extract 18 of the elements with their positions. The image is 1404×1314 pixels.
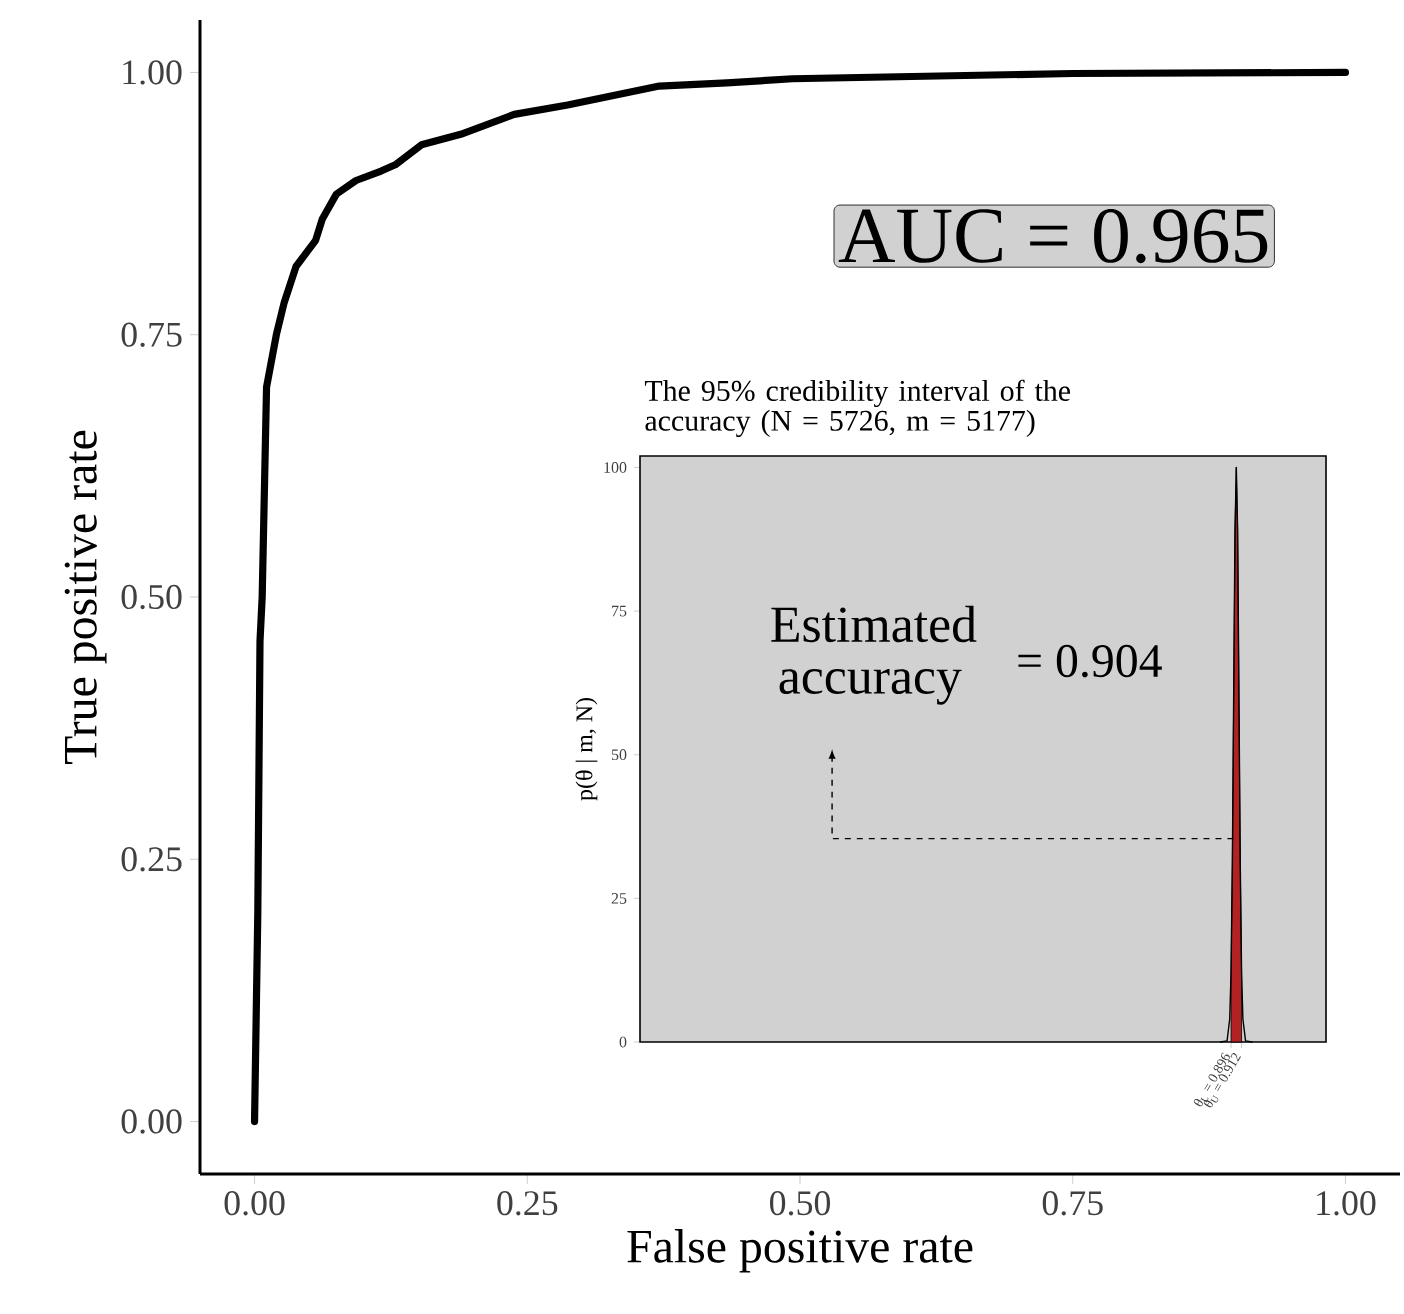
y-axis-title: p(θ | m, N): [575, 698, 598, 801]
x-tick-label: 0.75: [1042, 1191, 1103, 1216]
y-axis-title: True positive rate: [64, 430, 107, 764]
chart-title: The 95% credibility interval of the accuracy (N = 5726, m = 5177): [644, 379, 1070, 437]
y-tick-label: 0.50: [121, 584, 182, 610]
x-axis-title: False positive rate: [627, 1229, 973, 1273]
annotation: AUC = 0.965: [838, 209, 1268, 264]
annotation: Estimated accuracy: [771, 605, 977, 705]
y-tick-label: 0.25: [121, 847, 182, 872]
x-tick-label: 0.00: [224, 1191, 285, 1216]
y-tick-label: 1.00: [123, 60, 182, 85]
x-tick-label: 0.25: [497, 1191, 558, 1216]
line-series: [250, 68, 1350, 1126]
y-tick-label: 0.75: [121, 322, 182, 347]
x-tick-label: 0.50: [770, 1191, 831, 1216]
x-tick-label: 1.00: [1317, 1191, 1376, 1216]
y-tick-label: 0.00: [121, 1109, 182, 1134]
annotation: = 0.904: [1018, 644, 1162, 678]
